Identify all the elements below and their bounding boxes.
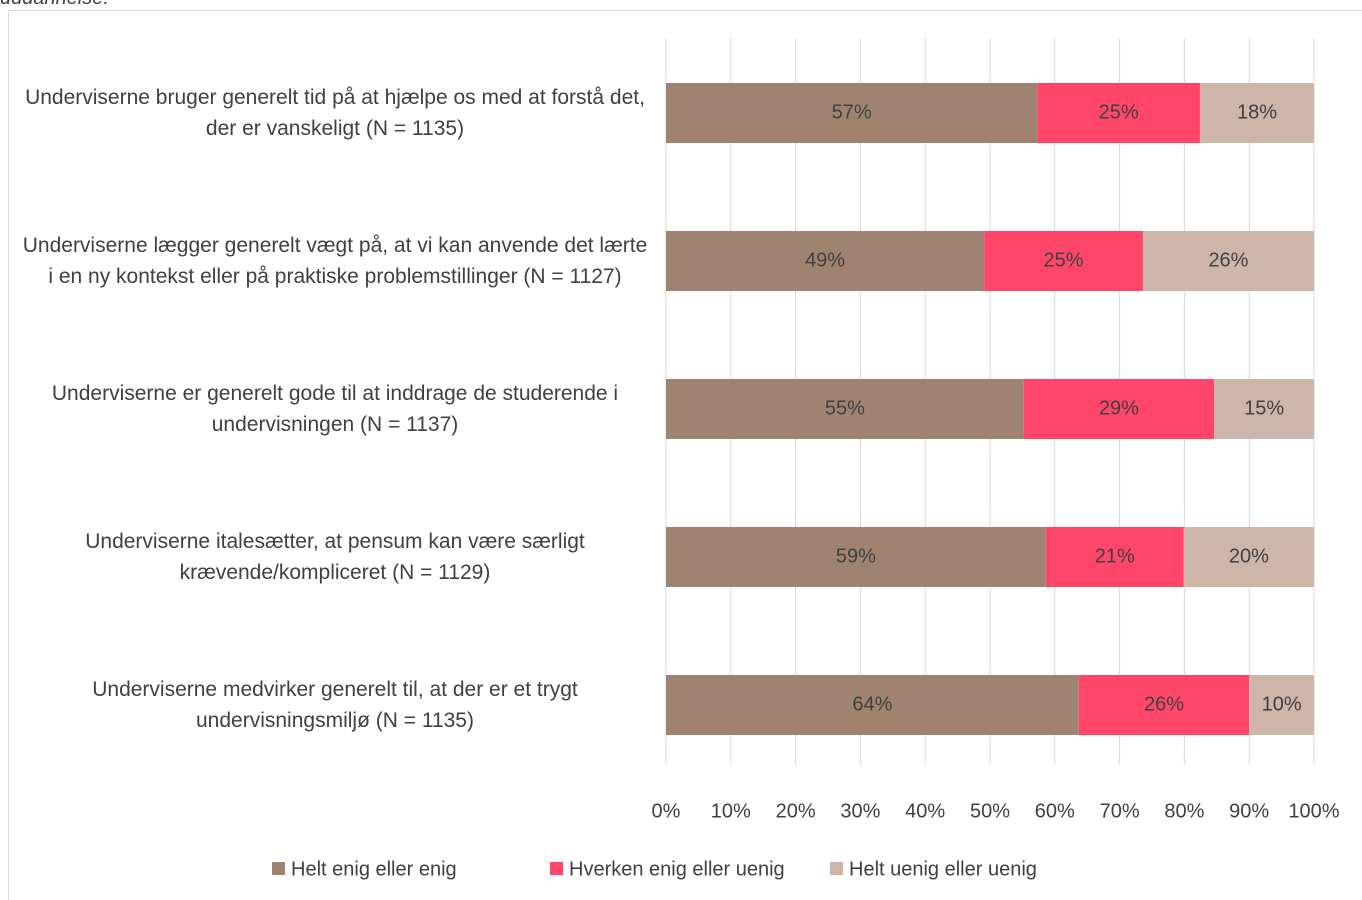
x-tick-label: 10% <box>711 800 751 822</box>
legend-label: Helt uenig eller uenig <box>849 858 1037 880</box>
caption: uddannelse. <box>0 0 109 10</box>
bar-segment <box>1183 527 1314 587</box>
category-label: Underviserne bruger generelt tid på at h… <box>25 86 645 140</box>
x-tick-label: 30% <box>840 800 880 822</box>
data-label: 26% <box>1144 693 1184 715</box>
x-tick-label: 40% <box>905 800 945 822</box>
data-label: 55% <box>825 397 865 419</box>
chart-border <box>8 10 1362 900</box>
data-label: 15% <box>1244 397 1284 419</box>
data-label: 49% <box>805 249 845 271</box>
bar-segment <box>1037 83 1200 143</box>
data-label: 26% <box>1208 249 1248 271</box>
data-label: 21% <box>1095 545 1135 567</box>
legend-swatch <box>830 862 843 875</box>
bar-segment <box>1078 675 1250 735</box>
bar-segment <box>1142 231 1314 291</box>
bar-segment <box>666 83 1038 143</box>
x-tick-label: 0% <box>652 800 681 822</box>
bar-segment <box>666 379 1024 439</box>
x-tick-label: 100% <box>1288 800 1339 822</box>
legend-swatch <box>272 862 285 875</box>
category-label: Underviserne medvirker generelt til, at … <box>92 678 578 732</box>
data-label: 59% <box>836 545 876 567</box>
category-label: Underviserne er generelt gode til at ind… <box>51 382 619 436</box>
legend-label: Helt enig eller enig <box>291 858 457 880</box>
legend-swatch <box>550 862 563 875</box>
bar-segment <box>1045 527 1184 587</box>
data-label: 57% <box>832 101 872 123</box>
data-label: 29% <box>1099 397 1139 419</box>
category-label: Underviserne italesætter, at pensum kan … <box>85 530 585 584</box>
x-tick-label: 90% <box>1229 800 1269 822</box>
x-tick-label: 60% <box>1035 800 1075 822</box>
data-label: 64% <box>852 693 892 715</box>
x-tick-label: 20% <box>776 800 816 822</box>
bar-segment <box>984 231 1143 291</box>
bar-segment <box>666 527 1046 587</box>
x-tick-label: 80% <box>1164 800 1204 822</box>
x-tick-label: 70% <box>1100 800 1140 822</box>
bar-segment <box>1023 379 1215 439</box>
category-label: Underviserne lægger generelt vægt på, at… <box>22 234 648 288</box>
x-tick-label: 50% <box>970 800 1010 822</box>
bar-segment <box>666 231 985 291</box>
data-label: 25% <box>1099 101 1139 123</box>
data-label: 20% <box>1229 545 1269 567</box>
bar-segment <box>1199 83 1314 143</box>
data-label: 18% <box>1237 101 1277 123</box>
data-label: 10% <box>1262 693 1302 715</box>
bar-segment <box>1249 675 1314 735</box>
bar-segment <box>1214 379 1314 439</box>
legend-label: Hverken enig eller uenig <box>569 858 785 880</box>
data-label: 25% <box>1044 249 1084 271</box>
bar-segment <box>666 675 1079 735</box>
